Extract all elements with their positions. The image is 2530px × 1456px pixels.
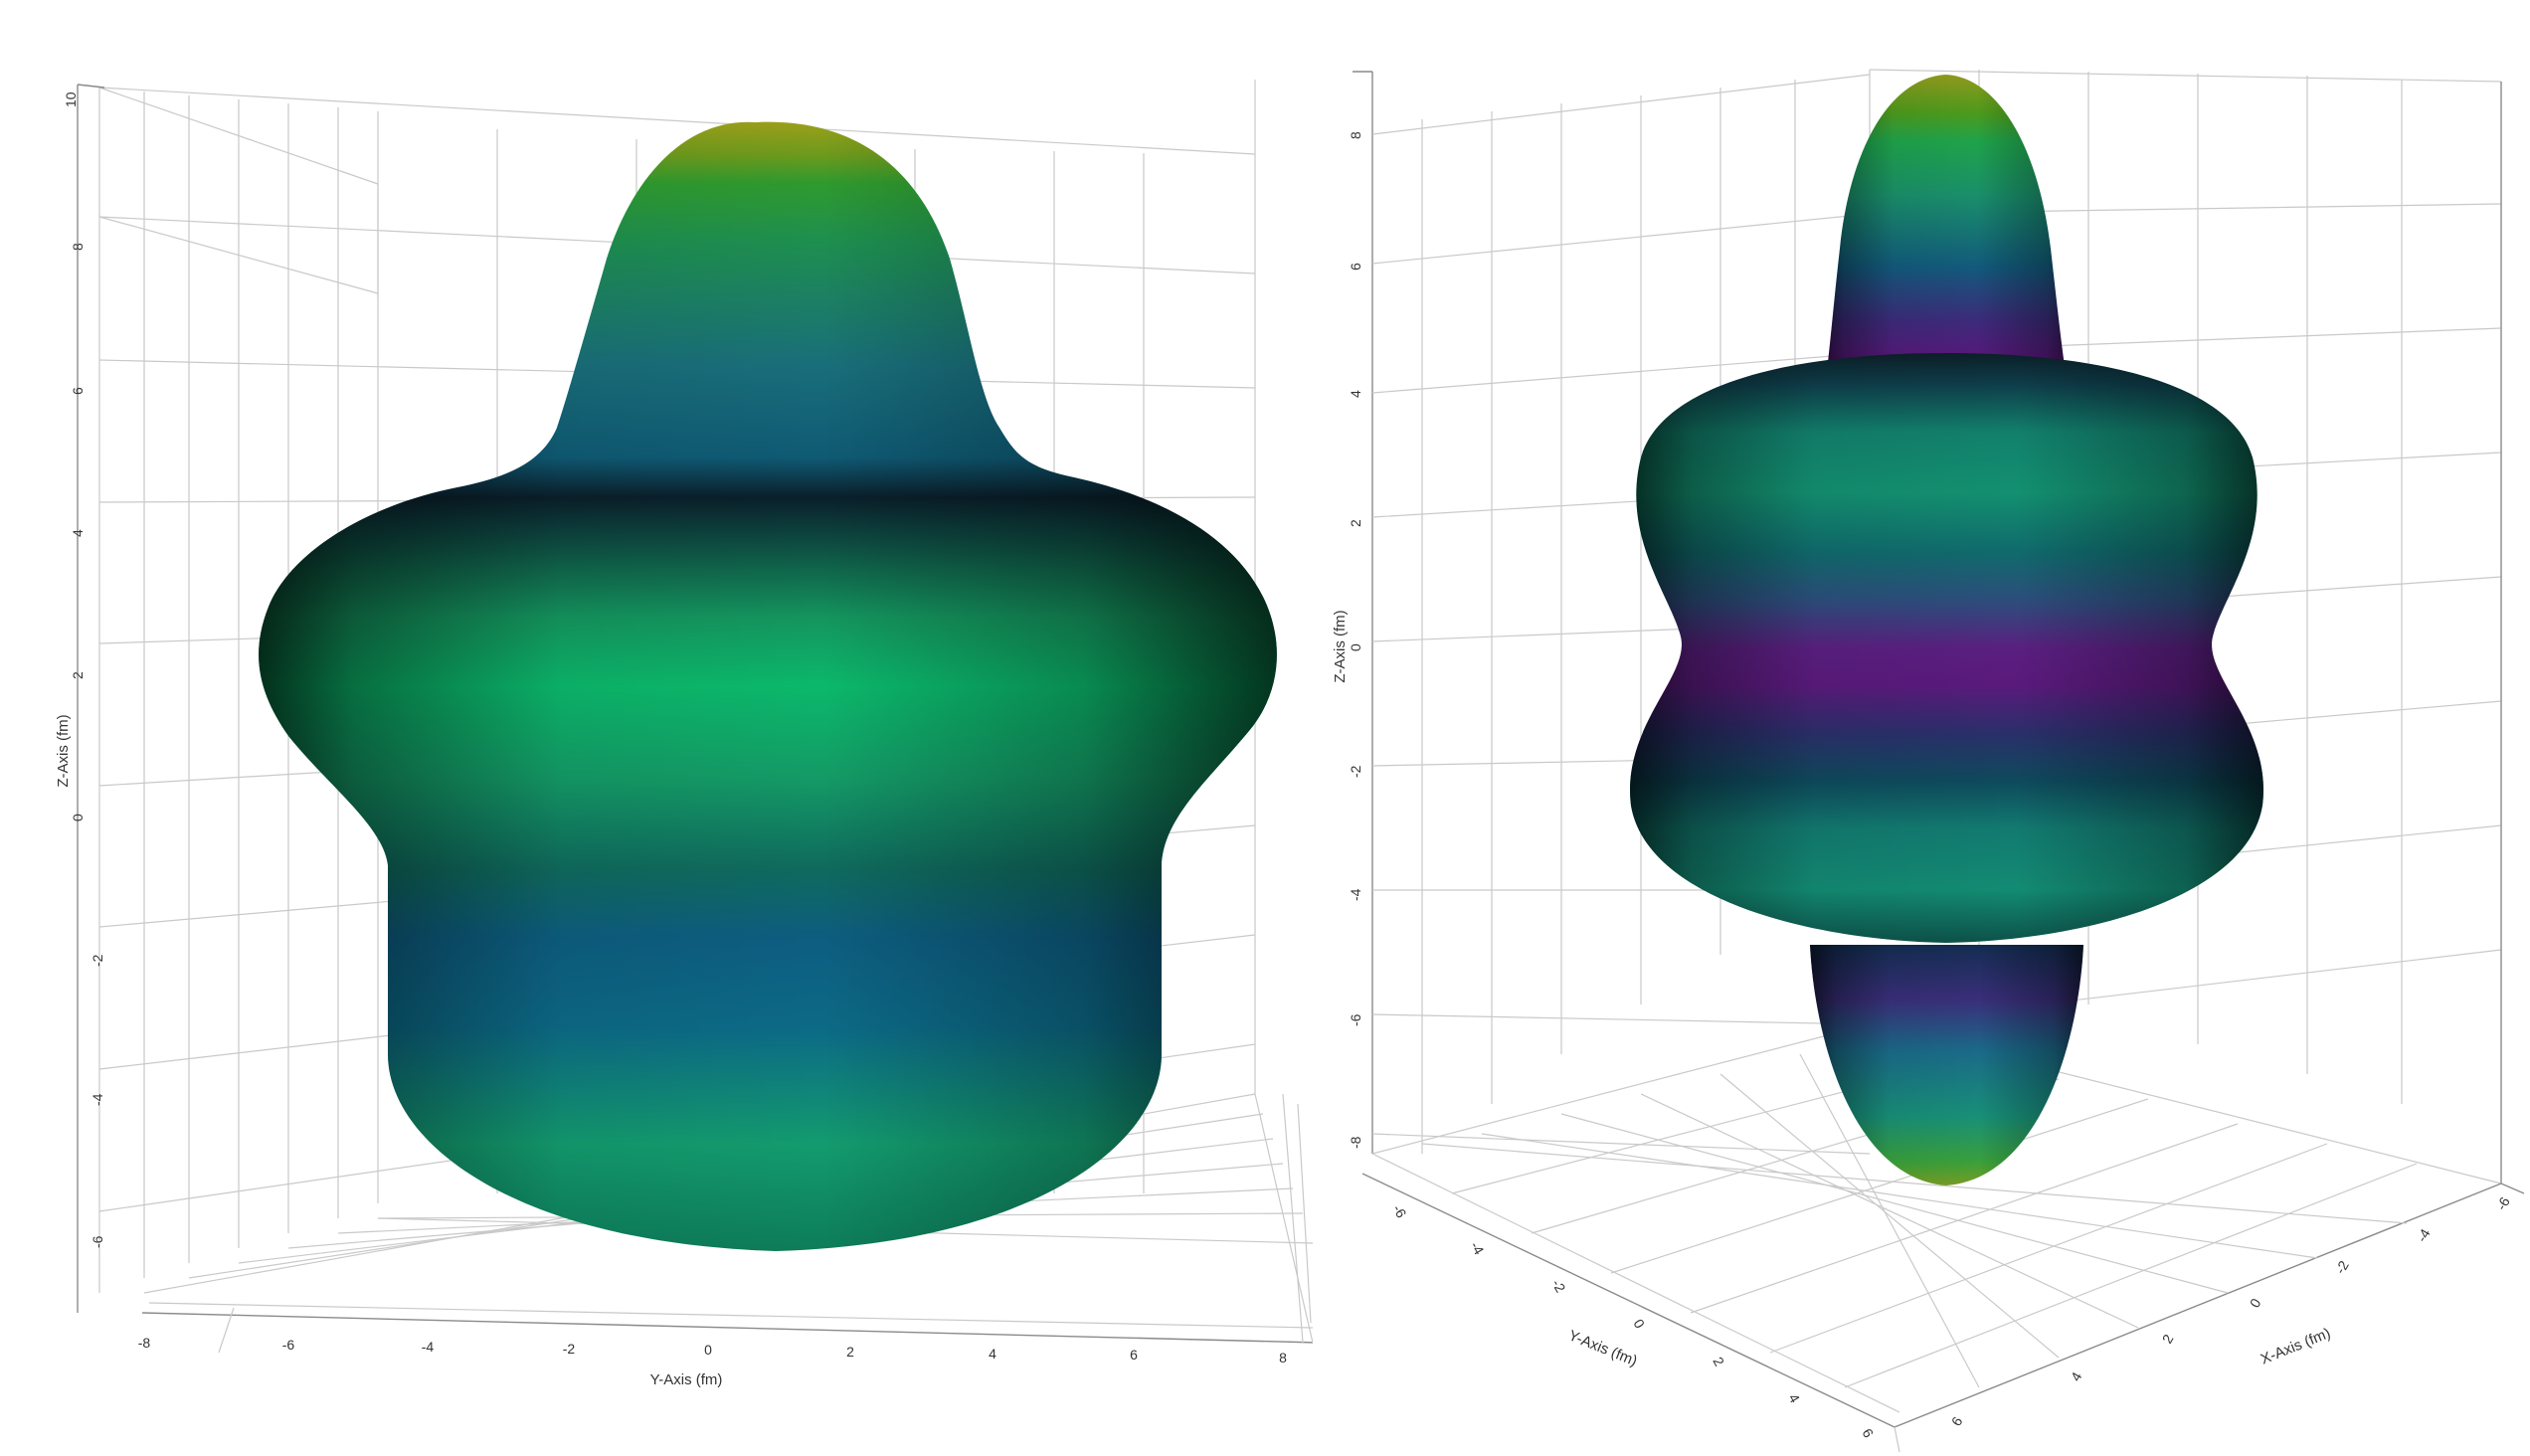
right-surface <box>1630 75 2263 1185</box>
right-y-axis-title: Y-Axis (fm) <box>1566 1327 1640 1369</box>
right-x-tick: -4 <box>2414 1226 2434 1245</box>
left-z-tick: -4 <box>90 1093 105 1106</box>
right-z-tick: 2 <box>1348 519 1363 527</box>
left-y-tick: 2 <box>846 1344 854 1360</box>
right-z-axis-title: Z-Axis (fm) <box>1332 610 1349 682</box>
left-z-tick: 8 <box>70 243 86 251</box>
right-y-tick: 6 <box>1859 1426 1877 1441</box>
left-z-ticks: 10 8 6 4 2 0 -2 -4 -6 <box>63 91 105 1248</box>
right-plot-canvas: 8 6 4 2 0 -2 -4 -6 -8 Z-Axis (fm) -6 -4 … <box>1332 69 2525 1453</box>
left-z-tick: 4 <box>70 529 86 537</box>
right-x-ticks: 6 4 2 0 -2 -4 -6 <box>1948 1194 2513 1429</box>
left-z-axis-title: Z-Axis (fm) <box>55 714 72 787</box>
left-y-tick: 8 <box>1279 1350 1287 1365</box>
right-y-tick: 0 <box>1630 1317 1648 1332</box>
right-y-tick: -2 <box>1548 1277 1568 1296</box>
right-z-tick: 6 <box>1348 263 1363 271</box>
right-x-tick: 0 <box>2247 1296 2264 1311</box>
right-z-tick: -8 <box>1348 1136 1363 1149</box>
left-plot-canvas: 10 8 6 4 2 0 -2 -4 -6 Z-Axis (fm) -8 -6 … <box>55 80 1313 1388</box>
right-y-tick: -6 <box>1389 1202 1409 1221</box>
left-y-tick: -4 <box>422 1339 435 1355</box>
left-surface <box>259 121 1277 1252</box>
right-z-tick: -6 <box>1348 1013 1363 1026</box>
left-z-tick: 0 <box>70 814 86 821</box>
right-z-tick: -2 <box>1348 765 1363 778</box>
left-z-tick: -6 <box>90 1235 105 1248</box>
right-x-tick: 4 <box>2068 1369 2085 1384</box>
left-y-tick: -6 <box>282 1337 295 1353</box>
left-y-tick: -8 <box>138 1335 151 1351</box>
right-z-tick: 0 <box>1348 643 1363 651</box>
left-y-tick: -2 <box>563 1341 576 1357</box>
left-y-tick: 0 <box>704 1342 712 1358</box>
left-y-tick: 4 <box>989 1346 996 1362</box>
left-y-ticks: -8 -6 -4 -2 0 2 4 6 8 <box>138 1335 1287 1365</box>
right-y-tick: 2 <box>1710 1355 1727 1369</box>
right-y-ticks: -6 -4 -2 0 2 4 6 <box>1389 1202 1877 1441</box>
right-z-ticks: 8 6 4 2 0 -2 -4 -6 -8 <box>1348 131 1363 1149</box>
right-x-tick: -2 <box>2332 1258 2352 1277</box>
left-surface-plot: 10 8 6 4 2 0 -2 -4 -6 Z-Axis (fm) -8 -6 … <box>55 80 1313 1388</box>
right-x-tick: -6 <box>2493 1194 2513 1213</box>
right-z-tick: 4 <box>1348 390 1363 398</box>
left-z-tick: 6 <box>70 387 86 395</box>
right-z-tick: 8 <box>1348 131 1363 139</box>
right-y-tick: 4 <box>1785 1391 1803 1406</box>
left-y-axis-title: Y-Axis (fm) <box>650 1371 723 1388</box>
right-z-tick: -4 <box>1348 888 1363 901</box>
right-x-axis-title: X-Axis (fm) <box>2259 1325 2333 1368</box>
left-z-tick: 10 <box>63 91 79 107</box>
left-y-tick: 6 <box>1130 1347 1138 1363</box>
left-z-tick: 2 <box>70 671 86 679</box>
right-surface-plot: 8 6 4 2 0 -2 -4 -6 -8 Z-Axis (fm) -6 -4 … <box>1283 0 2530 1456</box>
right-x-tick: 2 <box>2159 1332 2177 1347</box>
right-y-tick: -4 <box>1467 1239 1487 1258</box>
left-z-tick: -2 <box>90 954 105 967</box>
right-x-tick: 6 <box>1948 1414 1966 1429</box>
